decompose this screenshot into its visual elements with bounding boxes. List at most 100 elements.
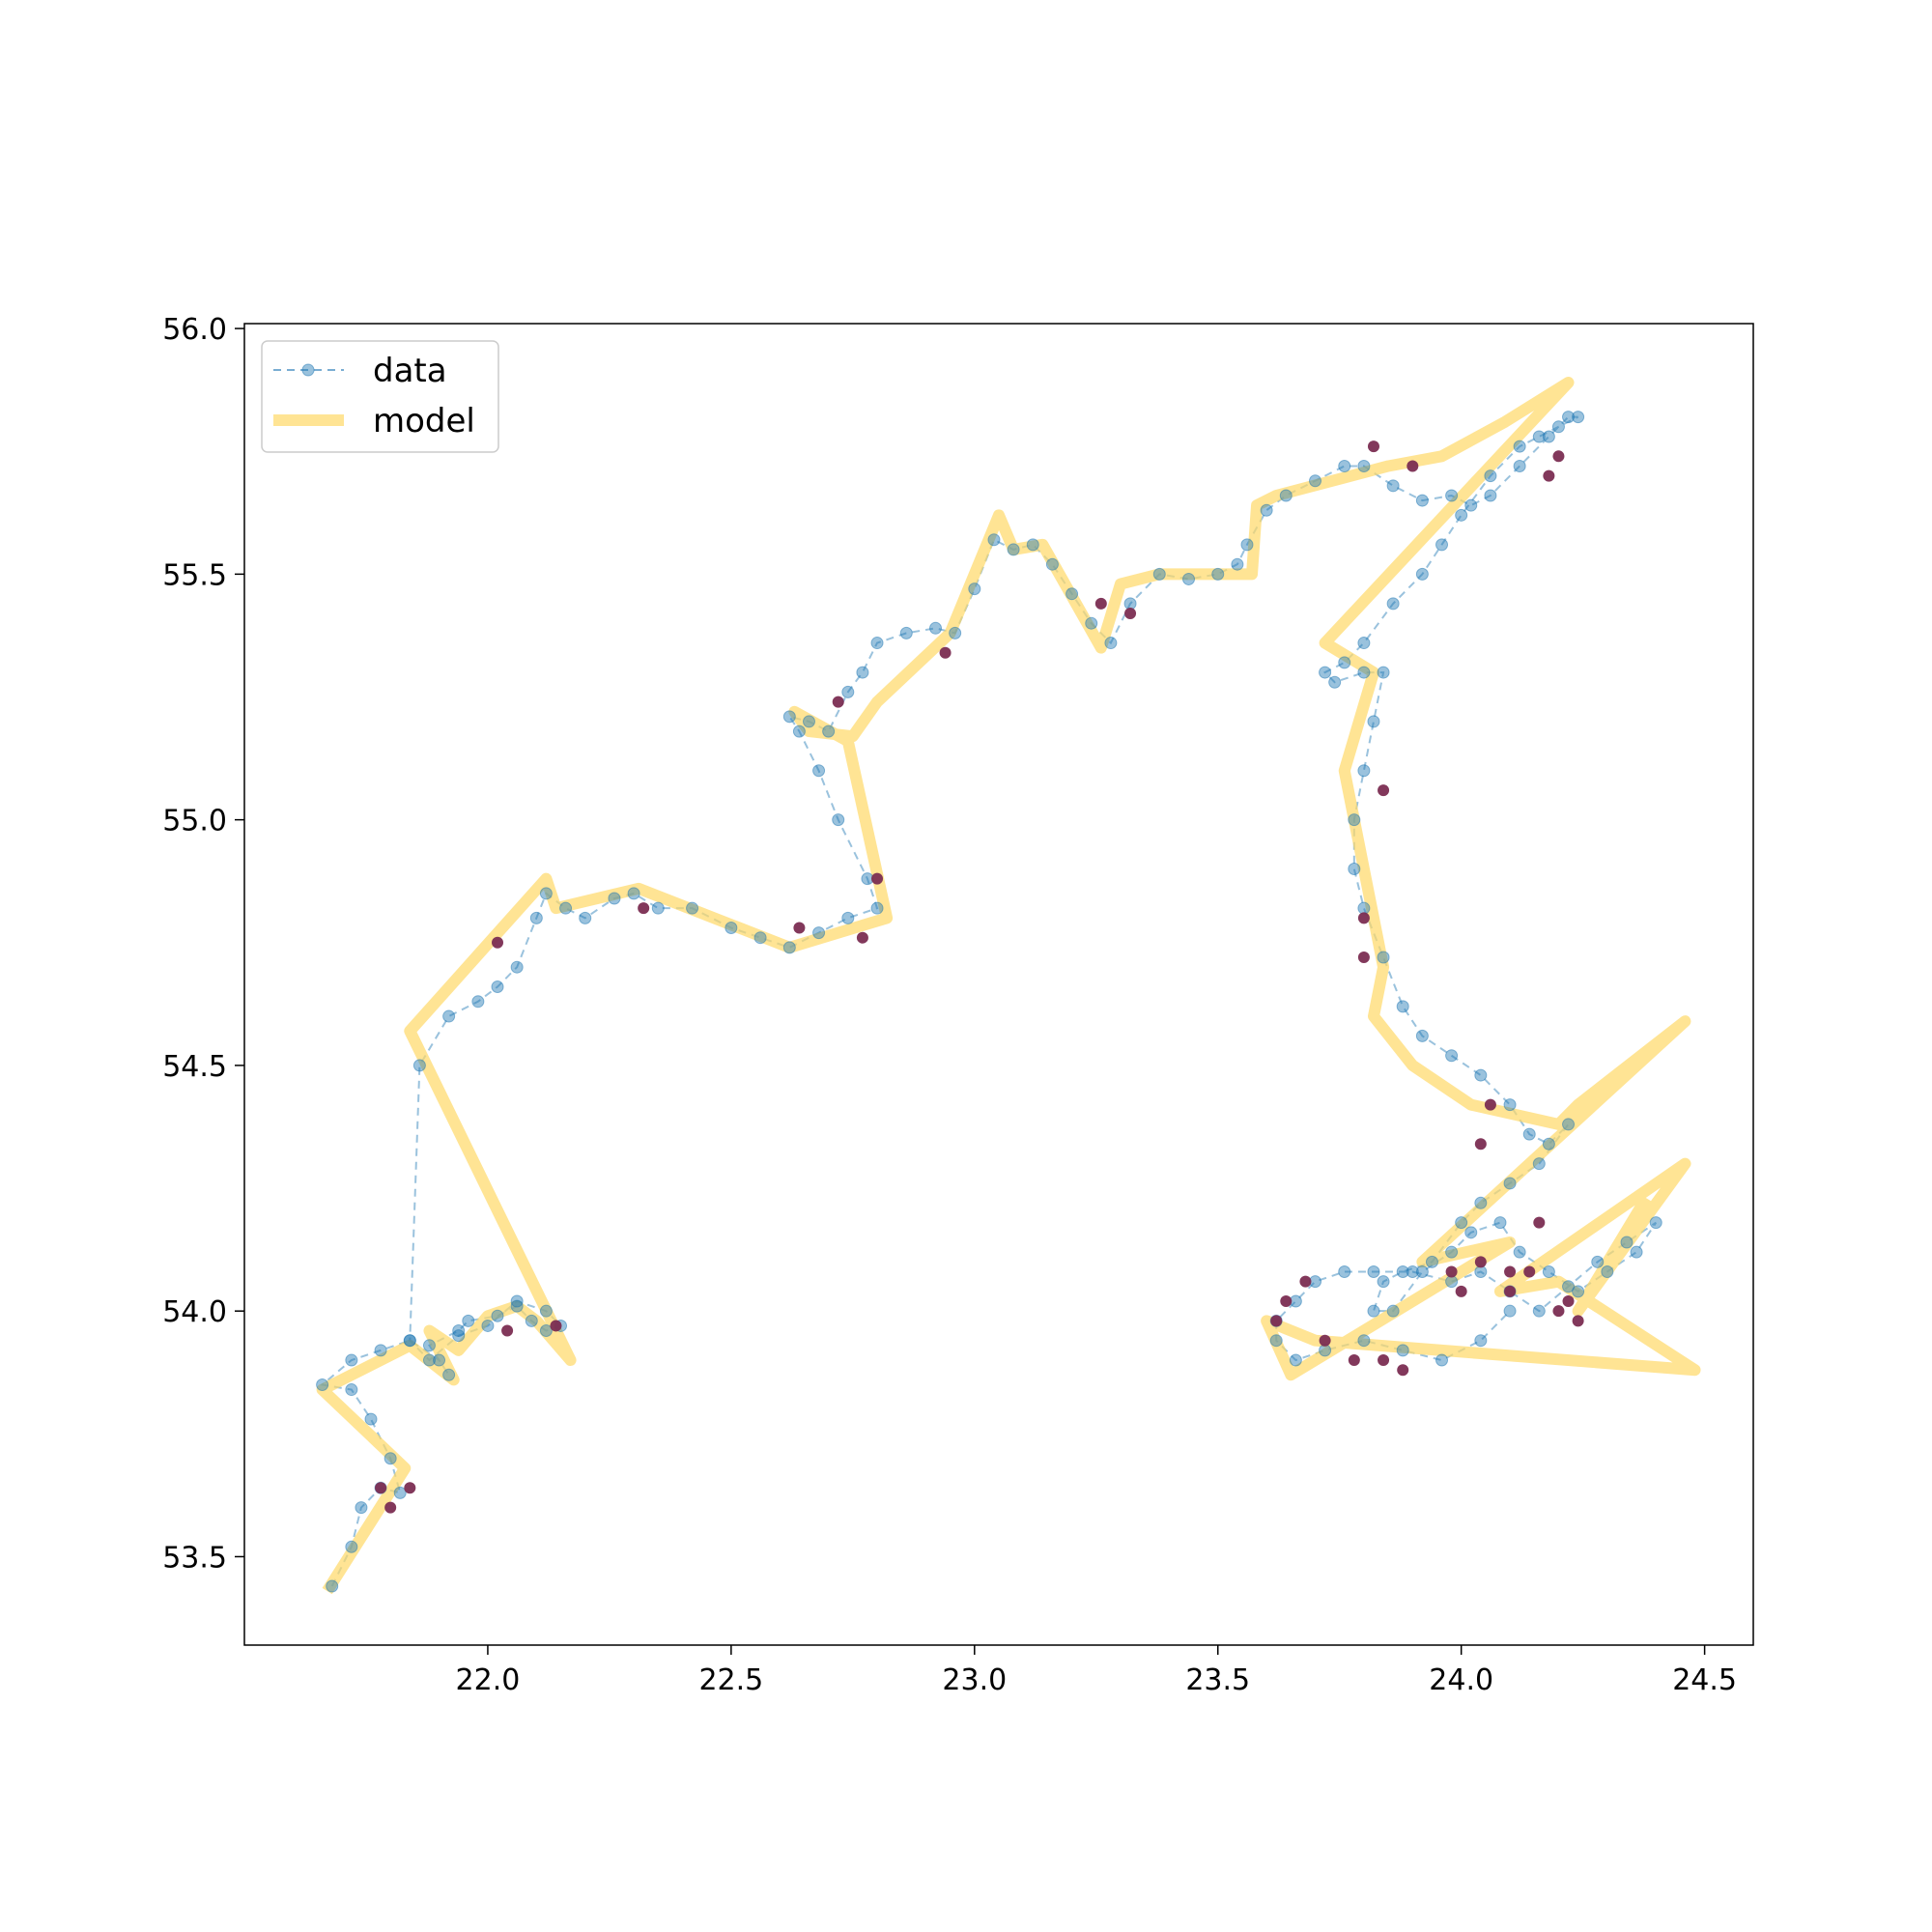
- data-point: [802, 715, 815, 728]
- outlier-point: [1357, 952, 1370, 964]
- data-point: [1104, 637, 1118, 650]
- data-point: [326, 1579, 339, 1593]
- data-point: [1445, 1049, 1459, 1063]
- data-point: [442, 1009, 456, 1023]
- plot-inner: [316, 377, 1701, 1595]
- data-point: [1240, 538, 1254, 552]
- data-point: [1406, 1265, 1419, 1279]
- data-point: [1572, 411, 1585, 424]
- data-point: [1152, 567, 1166, 581]
- data-point: [510, 960, 524, 974]
- data-point: [316, 1378, 329, 1391]
- data-point: [539, 1304, 553, 1318]
- axes-frame: [243, 323, 1754, 1646]
- data-point: [1319, 666, 1332, 679]
- data-point: [1435, 1353, 1449, 1367]
- data-point: [1367, 1265, 1380, 1279]
- data-point: [1357, 764, 1371, 778]
- data-point: [832, 813, 845, 827]
- data-point: [1474, 1334, 1488, 1348]
- x-tick-label: 23.0: [942, 1663, 1007, 1697]
- data-point: [928, 621, 942, 635]
- data-point: [1415, 494, 1429, 507]
- data-point: [1386, 597, 1400, 611]
- data-point: [1085, 616, 1098, 630]
- data-point: [355, 1501, 368, 1515]
- data-point: [539, 887, 553, 900]
- data-point: [1357, 666, 1371, 679]
- y-tick-label: 56.0: [162, 313, 227, 347]
- data-point: [1513, 440, 1526, 453]
- data-point: [1649, 1216, 1662, 1230]
- data-point: [1338, 459, 1351, 472]
- data-point: [1484, 489, 1497, 502]
- data-point: [345, 1383, 358, 1397]
- outlier-point: [384, 1501, 397, 1514]
- outlier-point: [638, 902, 650, 915]
- data-point: [422, 1339, 436, 1352]
- data-point: [1455, 508, 1468, 522]
- data-point: [1474, 1068, 1488, 1082]
- data-point: [949, 626, 962, 639]
- data-point: [1415, 1029, 1429, 1042]
- data-point: [1435, 538, 1449, 552]
- outlier-point: [1299, 1275, 1312, 1288]
- data-point: [1348, 813, 1361, 827]
- data-point: [1396, 1344, 1409, 1357]
- data-point: [1601, 1265, 1614, 1279]
- axes: 22.0 22.5 23.0 23.5 24.0 24.5 53.5 54.0 54.5 55.0…: [162, 313, 1754, 1697]
- outlier-point: [793, 922, 806, 934]
- outlier-point: [1445, 1265, 1458, 1278]
- data-point: [686, 901, 699, 915]
- outlier-point: [1523, 1265, 1536, 1278]
- data-point: [812, 764, 826, 778]
- outlier-point: [1348, 1354, 1360, 1367]
- legend: data model: [261, 340, 499, 453]
- data-point: [539, 1324, 553, 1338]
- plot-area: [316, 377, 1701, 1595]
- outlier-point: [1455, 1285, 1467, 1297]
- x-tick-label: 22.0: [456, 1663, 521, 1697]
- y-tick-label: 55.0: [162, 805, 227, 838]
- data-point: [1630, 1245, 1643, 1259]
- outlier-point: [1378, 1354, 1390, 1367]
- data-point: [1045, 557, 1059, 571]
- data-point: [987, 533, 1001, 547]
- data-point: [1357, 459, 1371, 472]
- data-point: [812, 926, 826, 940]
- data-point: [1542, 1265, 1555, 1279]
- outlier-point: [1280, 1295, 1293, 1308]
- outlier-point: [832, 696, 844, 708]
- outlier-point: [1504, 1265, 1517, 1278]
- x-tick-label: 23.5: [1185, 1663, 1250, 1697]
- data-point: [1357, 1334, 1371, 1348]
- outlier-point: [1319, 1334, 1331, 1347]
- data-point: [1386, 479, 1400, 493]
- data-point: [1542, 430, 1555, 443]
- data-point: [1513, 459, 1526, 472]
- data-point: [364, 1412, 378, 1426]
- data-point: [471, 995, 485, 1009]
- outlier-point: [1552, 1305, 1565, 1318]
- x-tick-label: 22.5: [698, 1663, 763, 1697]
- y-tick-label: 54.0: [162, 1295, 227, 1329]
- y-tick-label: 55.5: [162, 558, 227, 592]
- data-point: [510, 1294, 524, 1308]
- outlier-point: [1094, 597, 1107, 610]
- data-point: [1425, 1255, 1438, 1268]
- data-point: [1377, 951, 1390, 964]
- x-tick-label: 24.5: [1672, 1663, 1737, 1697]
- data-point: [559, 901, 573, 915]
- data-point: [1513, 1245, 1526, 1259]
- data-point: [1455, 1216, 1468, 1230]
- outlier-point: [1572, 1315, 1584, 1327]
- data-point: [1503, 1177, 1517, 1190]
- data-point: [1348, 862, 1361, 875]
- data-point: [374, 1344, 387, 1357]
- outlier-point: [1484, 1098, 1496, 1111]
- data-point: [491, 980, 504, 994]
- model-series-line: [316, 377, 1701, 1595]
- data-point: [782, 710, 796, 724]
- outlier-point: [404, 1482, 416, 1494]
